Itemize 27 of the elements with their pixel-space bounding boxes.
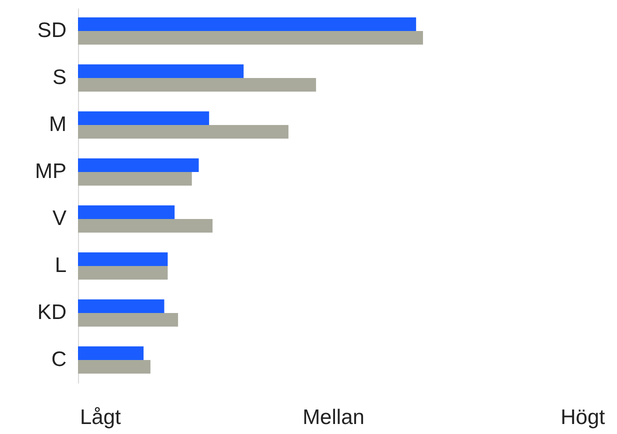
text: Lågt xyxy=(80,406,122,429)
bar xyxy=(78,205,175,219)
y-tick-label: M xyxy=(49,113,66,136)
bar xyxy=(78,78,316,92)
bar xyxy=(78,172,192,186)
bar xyxy=(78,312,178,327)
bar xyxy=(78,17,416,32)
bar xyxy=(78,252,168,266)
bar xyxy=(78,125,288,139)
bar xyxy=(78,360,150,374)
bar xyxy=(78,158,199,172)
bar xyxy=(78,218,213,233)
text: Högt xyxy=(560,406,606,429)
bar xyxy=(78,299,164,313)
bar xyxy=(78,346,144,360)
y-tick-label: KD xyxy=(37,300,66,324)
y-tick-label: MP xyxy=(35,160,66,184)
y-tick-label: C xyxy=(51,348,66,371)
bar xyxy=(78,64,244,78)
y-tick-label: SD xyxy=(37,19,66,42)
y-tick-label: L xyxy=(54,254,66,277)
bar xyxy=(78,111,210,126)
bar xyxy=(78,266,168,280)
text: Mellan xyxy=(302,406,364,429)
y-tick-label: V xyxy=(52,206,66,230)
y-tick-label: S xyxy=(52,66,66,90)
bar xyxy=(78,31,423,45)
